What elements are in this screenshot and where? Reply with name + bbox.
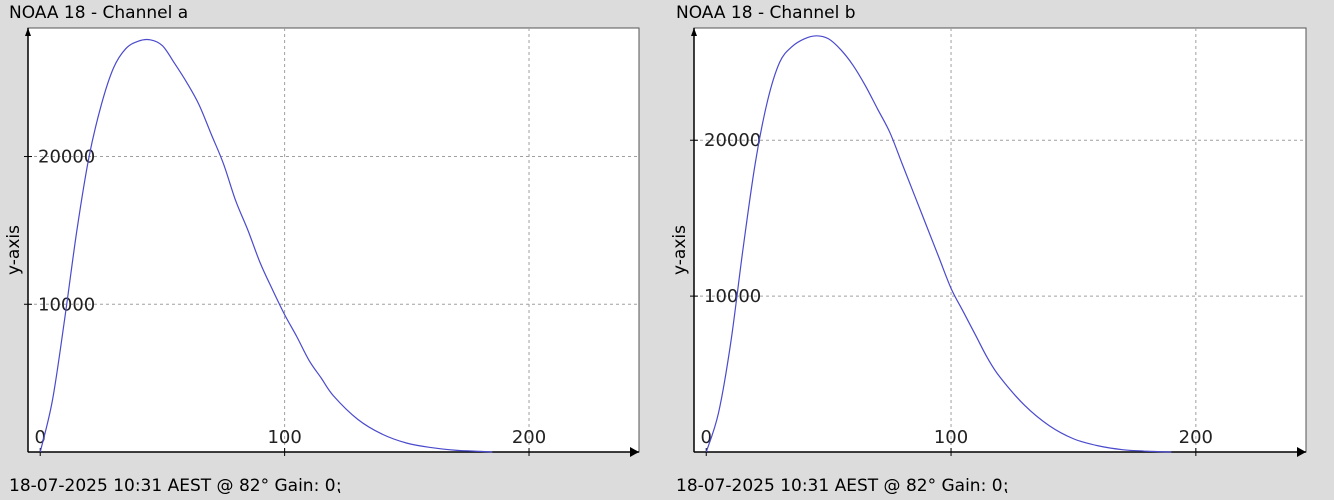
x-tick-label: 0 — [34, 427, 45, 448]
plot-area — [693, 27, 1307, 453]
y-axis-arrow-icon — [691, 28, 697, 36]
y-tick-label: 20000 — [38, 147, 95, 168]
chart-footer-status: 18-07-2025 10:31 AEST @ 82° Gain: 0⁏ — [9, 476, 342, 496]
x-tick-label: 0 — [701, 427, 712, 448]
x-axis-arrow-icon — [1297, 447, 1306, 457]
y-tick-label: 20000 — [704, 130, 761, 151]
x-tick-label: 100 — [267, 427, 301, 448]
x-axis-arrow-icon — [630, 447, 639, 457]
chart-title: NOAA 18 - Channel a — [9, 3, 189, 23]
chart-footer-status: 18-07-2025 10:31 AEST @ 82° Gain: 0⁏ — [676, 476, 1009, 496]
plot-area — [27, 27, 640, 453]
series-line — [39, 38, 493, 453]
series-line — [705, 35, 1172, 453]
x-tick-label: 200 — [1179, 427, 1213, 448]
x-tick-label: 200 — [512, 427, 546, 448]
chart-title: NOAA 18 - Channel b — [676, 3, 856, 23]
y-axis-label: y-axis — [670, 225, 690, 275]
y-axis-arrow-icon — [25, 28, 31, 36]
y-tick-label: 10000 — [704, 286, 761, 307]
y-axis-label: y-axis — [4, 225, 24, 275]
x-tick-label: 100 — [934, 427, 968, 448]
